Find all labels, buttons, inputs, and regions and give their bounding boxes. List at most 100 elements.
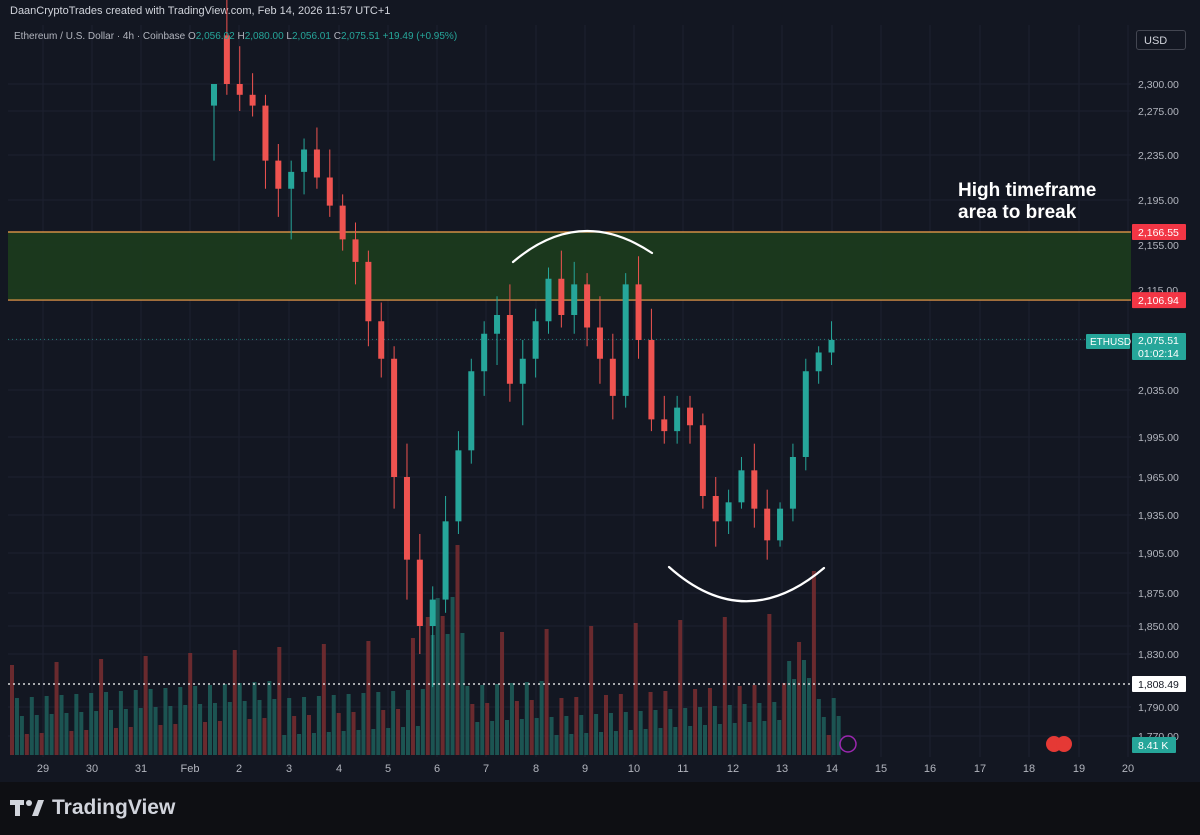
volume-bar <box>628 730 633 755</box>
volume-bar <box>341 731 346 755</box>
volume-bar <box>297 734 302 755</box>
candle-body <box>211 84 217 106</box>
volume-bar <box>361 693 366 755</box>
price-tick-label: 1,995.00 <box>1138 432 1179 444</box>
volume-bar <box>178 687 183 755</box>
volume-bar <box>143 656 148 755</box>
symbol-legend: Ethereum / U.S. Dollar · 4h · Coinbase O… <box>14 31 457 42</box>
volume-bar <box>267 681 272 755</box>
zone-top-price-label: 2,166.55 <box>1138 227 1179 239</box>
countdown-label: 01:02:14 <box>1138 348 1179 360</box>
volume-bar <box>806 678 811 755</box>
volume-bar <box>10 665 14 755</box>
legend-high: 2,080.00 <box>244 31 284 42</box>
candle-body <box>635 284 642 340</box>
volume-bar <box>554 735 559 755</box>
volume-bar <box>222 684 227 755</box>
zone-bottom-price-label-bg <box>1132 292 1186 309</box>
volume-bar <box>307 715 311 755</box>
candle-body <box>506 315 513 384</box>
volume-bar <box>237 683 242 755</box>
volume-bar <box>198 704 203 755</box>
candle-body <box>789 457 796 509</box>
volume-bar <box>173 724 178 755</box>
volume-bar <box>505 720 509 755</box>
volume-bar <box>118 691 123 755</box>
time-tick-label: 14 <box>826 763 838 775</box>
brand-name: TradingView <box>52 796 176 819</box>
volume-bar <box>747 722 752 755</box>
volume-bar <box>415 726 420 755</box>
volume-bar <box>376 692 381 755</box>
volume-bar <box>633 623 638 755</box>
volume-bar <box>247 719 252 755</box>
volume-bar <box>618 694 623 755</box>
price-axis[interactable] <box>1131 25 1200 757</box>
candle-body <box>262 105 269 161</box>
candle-body <box>378 321 385 359</box>
candle-body <box>751 470 758 509</box>
volume-bar <box>534 718 539 755</box>
event-icon <box>839 735 857 753</box>
volume-bar <box>212 703 217 755</box>
time-tick-label: 5 <box>385 763 391 775</box>
volume-bar <box>386 728 391 755</box>
volume-bar <box>168 706 173 755</box>
volume-bar <box>599 732 604 755</box>
candle-body <box>223 35 230 84</box>
volume-bar <box>703 725 707 755</box>
last-price-badge-bg <box>1132 333 1186 360</box>
volume-bar <box>316 696 321 755</box>
candle-body <box>288 171 295 189</box>
time-axis[interactable] <box>8 757 1200 781</box>
candle-body <box>777 508 784 541</box>
currency-button[interactable]: USD <box>1136 30 1186 50</box>
volume-bar <box>252 682 257 755</box>
volume-bar <box>14 698 19 755</box>
time-tick-label: 15 <box>875 763 887 775</box>
volume-bar <box>203 722 208 755</box>
volume-bar <box>480 685 485 755</box>
volume-bar <box>683 708 688 755</box>
volume-bar <box>64 713 69 755</box>
price-tick-label: 2,275.00 <box>1138 106 1179 118</box>
volume-bar <box>272 699 277 755</box>
volume-bar <box>792 679 797 755</box>
candle-body <box>352 239 359 262</box>
volume-bar <box>742 704 747 755</box>
volume-bar <box>450 597 455 755</box>
plot-area[interactable] <box>8 25 1131 757</box>
volume-bar <box>762 721 767 755</box>
volume-bar <box>772 702 777 755</box>
volume-bar <box>262 718 267 755</box>
volume-bar <box>148 689 153 755</box>
volume-bar <box>509 683 514 755</box>
time-tick-label: 10 <box>628 763 640 775</box>
volume-bar <box>559 698 564 755</box>
candle-body <box>442 521 449 600</box>
volume-bar <box>391 691 396 755</box>
volume-bar <box>802 660 806 755</box>
volume-bar <box>356 730 361 755</box>
price-tick-label: 1,850.00 <box>1138 621 1179 633</box>
volume-bar <box>54 662 59 755</box>
volume-bar <box>623 712 628 755</box>
bottom-arc <box>667 565 826 603</box>
volume-bar <box>24 734 29 755</box>
volume-bar <box>326 732 331 755</box>
volume-bar <box>668 709 673 755</box>
time-tick-label: 29 <box>37 763 49 775</box>
volume-bar <box>698 707 703 755</box>
volume-bar <box>302 697 307 755</box>
volume-bar <box>787 661 792 755</box>
tradingview-logo[interactable]: TradingView <box>10 796 175 820</box>
volume-bar <box>242 701 247 755</box>
volume-bar <box>257 700 262 755</box>
candle-body <box>712 496 719 522</box>
volume-bar <box>717 724 722 755</box>
volume-bar <box>752 685 757 755</box>
volume-bar <box>138 708 143 755</box>
volume-bar <box>292 716 297 755</box>
volume-bar <box>693 689 698 755</box>
